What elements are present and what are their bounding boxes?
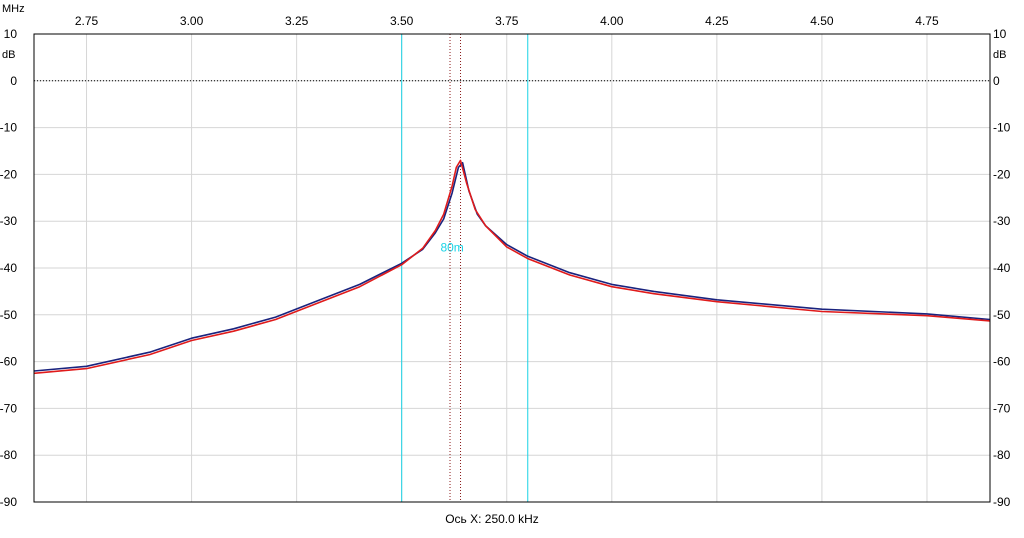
x-tick-label: 4.50 (810, 14, 834, 28)
x-tick-labels: 2.75 3.00 3.25 3.50 3.75 4.00 4.25 4.50 4.75 (75, 14, 939, 28)
y-tick-label-left: -50 (0, 308, 17, 322)
x-axis-label: Ось X: 250.0 kHz (445, 512, 539, 526)
y-tick-label-left: -10 (0, 121, 17, 135)
series-line-1 (33, 161, 991, 372)
band-80m: 80m (401, 34, 529, 502)
x-tick-label: 3.25 (285, 14, 309, 28)
x-unit-label: MHz (2, 3, 25, 15)
y-unit-label-left: dB (2, 49, 15, 61)
y-tick-label-left: 10 (4, 27, 18, 41)
series-line-2 (33, 159, 991, 375)
y-tick-label-right: -90 (993, 495, 1011, 509)
band-label: 80m (440, 241, 463, 255)
y-tick-label-left: -40 (0, 261, 17, 275)
grid (34, 33, 990, 503)
x-tick-label: 3.50 (390, 14, 414, 28)
y-tick-labels-right: 10 0 -10 -20 -30 -40 -50 -60 -70 -80 -90 (993, 27, 1011, 509)
markers (449, 34, 462, 502)
series-group (33, 159, 991, 375)
y-tick-label-right: -10 (993, 121, 1011, 135)
y-tick-labels-left: 10 0 -10 -20 -30 -40 -50 -60 -70 -80 -90 (0, 27, 17, 509)
x-tick-label: 2.75 (75, 14, 99, 28)
y-tick-label-right: 0 (993, 74, 1000, 88)
y-tick-label-right: -30 (993, 214, 1011, 228)
y-tick-label-left: -30 (0, 214, 17, 228)
x-tick-label: 4.25 (705, 14, 729, 28)
y-tick-label-left: -80 (0, 448, 17, 462)
x-tick-label: 3.00 (180, 14, 204, 28)
y-tick-label-left: -60 (0, 355, 17, 369)
y-tick-label-right: 10 (993, 27, 1007, 41)
y-tick-label-right: -60 (993, 355, 1011, 369)
y-tick-label-left: -20 (0, 167, 17, 181)
y-tick-label-left: 0 (10, 74, 17, 88)
y-tick-label-right: -40 (993, 261, 1011, 275)
y-tick-label-right: -70 (993, 401, 1011, 415)
plot-frame (33, 33, 991, 503)
y-tick-label-right: -20 (993, 167, 1011, 181)
y-tick-label-right: -50 (993, 308, 1011, 322)
y-tick-label-right: -80 (993, 448, 1011, 462)
x-tick-label: 4.75 (915, 14, 939, 28)
x-tick-label: 3.75 (495, 14, 519, 28)
y-tick-label-left: -90 (0, 495, 17, 509)
y-unit-label-right: dB (993, 49, 1006, 61)
x-tick-label: 4.00 (600, 14, 624, 28)
y-tick-label-left: -70 (0, 401, 17, 415)
